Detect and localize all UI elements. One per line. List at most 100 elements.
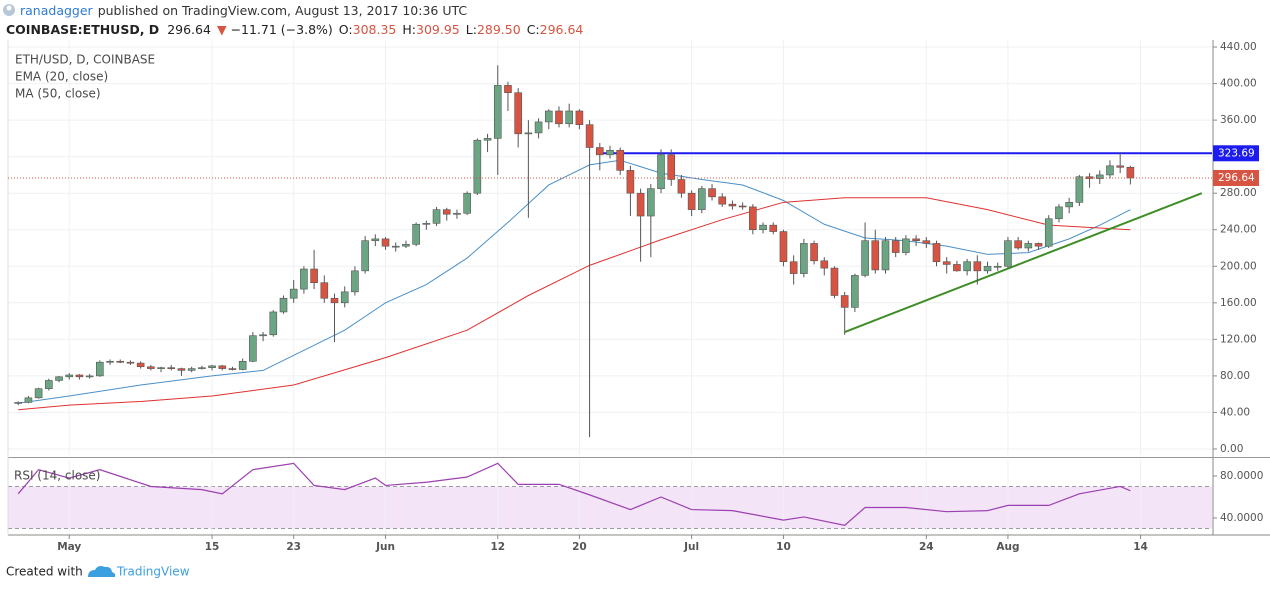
x-tick-label: 15	[205, 541, 220, 553]
x-tick-label: Jun	[375, 541, 395, 553]
last-price-box	[1213, 169, 1259, 186]
candle-body	[708, 188, 716, 198]
footer-brand[interactable]: TradingView	[116, 565, 190, 579]
candle-body	[820, 260, 829, 269]
candle-body	[687, 192, 696, 210]
rsi-line	[17, 462, 1131, 526]
published: published on TradingView.com, August 13,…	[98, 3, 468, 18]
candle-body	[698, 188, 706, 210]
candle-body	[973, 261, 982, 272]
candle-body	[320, 282, 329, 299]
candle-body	[381, 238, 390, 247]
candle-body	[677, 179, 686, 194]
candle-body	[96, 361, 104, 377]
resistance-label-box	[1213, 145, 1259, 162]
candle-body	[208, 365, 216, 368]
tradingview-logo	[88, 566, 116, 577]
candle-body	[769, 224, 778, 232]
candle-body	[891, 240, 900, 253]
x-tick-label: May	[57, 541, 81, 553]
y-tick-label: 40.00	[1220, 406, 1250, 418]
candle-body	[993, 265, 1002, 268]
y-tick-label: 80.00	[1220, 370, 1250, 382]
candle-body	[1075, 176, 1084, 203]
candle-body	[330, 297, 339, 304]
candle-body	[657, 154, 665, 189]
candle-body	[218, 365, 227, 369]
candle-body	[871, 240, 880, 271]
candle-body	[534, 121, 543, 134]
candle-body	[198, 367, 206, 369]
candle-body	[361, 240, 369, 272]
candle-body	[1004, 240, 1012, 267]
candle-body	[504, 85, 512, 94]
last-price-label: 296.64	[1218, 172, 1255, 184]
candle-body	[453, 212, 461, 215]
candle-body	[759, 224, 767, 231]
legend-ma: MA (50, close)	[15, 87, 101, 101]
candle-body	[575, 110, 584, 125]
candle-body	[595, 147, 604, 156]
price: 296.64	[167, 22, 211, 37]
candle-body	[65, 374, 74, 378]
candle-body	[147, 366, 155, 369]
candle-body	[830, 267, 839, 296]
candle-body	[1116, 165, 1124, 168]
candle-body	[75, 374, 84, 378]
author-icon	[3, 4, 15, 16]
x-tick-label: 10	[776, 541, 791, 553]
header-line1: ranadagger published on TradingView.com, …	[20, 3, 467, 18]
candle-body	[249, 335, 257, 362]
ohlc-value: 309.95	[416, 22, 460, 37]
candle-body	[942, 261, 951, 265]
candle-body	[432, 209, 441, 224]
candle-body	[55, 376, 63, 381]
candle-body	[585, 124, 594, 148]
candle-body	[983, 265, 992, 272]
candle-body	[626, 170, 635, 194]
candle-body	[351, 270, 359, 293]
candle-body	[963, 261, 971, 272]
x-tick-label: 20	[572, 541, 587, 553]
candle-body	[565, 110, 573, 125]
ohlc-label: C:	[527, 22, 540, 37]
ohlc-value: 296.64	[540, 22, 584, 37]
candle-body	[177, 368, 186, 371]
candle-body	[300, 268, 308, 290]
candle-body	[810, 243, 818, 262]
resistance-label: 323.69	[1218, 147, 1255, 159]
ohlc-label: H:	[402, 22, 416, 37]
candle-body	[483, 138, 492, 141]
candle-body	[463, 192, 471, 214]
candle-body	[493, 85, 502, 139]
legend-series: ETH/USD, D, COINBASE	[15, 53, 155, 67]
candle-body	[340, 291, 349, 304]
candle-body	[45, 380, 53, 389]
candle-body	[279, 297, 288, 313]
candle-body	[1126, 166, 1135, 179]
candle-body	[106, 360, 114, 363]
candle-body	[1055, 206, 1063, 220]
candle-body	[718, 196, 727, 205]
candle-body	[728, 203, 737, 207]
candle-body	[1085, 176, 1094, 179]
candle-body	[1034, 243, 1043, 247]
ohlc-label: L:	[466, 22, 477, 37]
ohlc-value: 289.50	[477, 22, 521, 37]
candle-body	[800, 243, 808, 274]
x-tick-label: Aug	[996, 541, 1019, 553]
author[interactable]: ranadagger	[20, 3, 94, 18]
candle-body	[840, 295, 849, 308]
candle-body	[902, 238, 910, 253]
candle-body	[606, 149, 614, 156]
candle-body	[402, 244, 410, 247]
candle-body	[932, 243, 941, 263]
candle-body	[85, 375, 94, 378]
y-tick-label: 360.00	[1220, 114, 1257, 126]
candle-body	[953, 264, 961, 272]
candle-body	[371, 238, 380, 241]
candle-body	[524, 132, 533, 135]
y-tick-label: 120.00	[1220, 333, 1257, 345]
candle-body	[912, 238, 920, 241]
plot: May 15 23 Jun 12 20 Jul 10 24 Aug 14 0.00 40.00 80.00…	[7, 40, 1270, 553]
